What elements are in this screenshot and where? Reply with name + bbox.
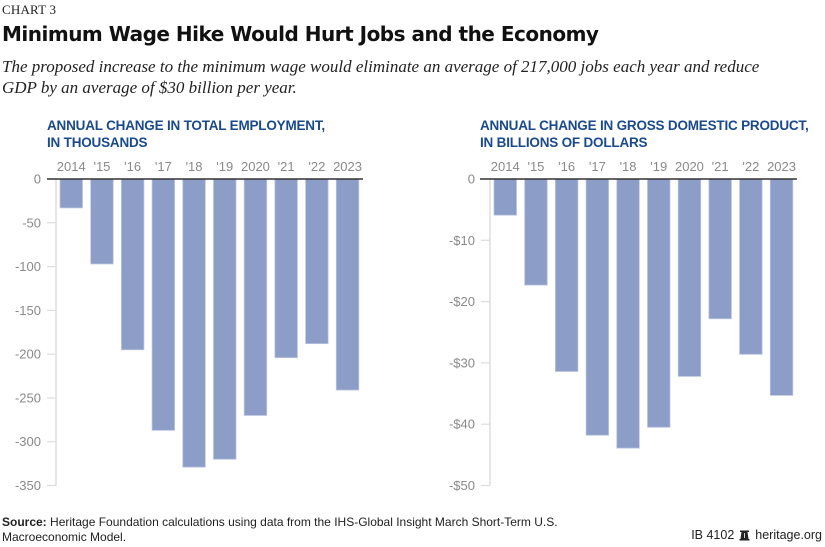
gdp-bar-2014 (493, 178, 517, 216)
source-note: Source: Heritage Foundation calculations… (2, 515, 602, 545)
source-label: Source: (2, 515, 47, 529)
gdp-y-tick-label: -$40 (449, 417, 475, 432)
employment-bar-22 (305, 178, 329, 345)
employment-x-tick-label: '18 (186, 159, 203, 174)
employment-x-tick-label: '17 (155, 159, 172, 174)
gdp-y-tick-label: -$30 (449, 355, 475, 370)
employment-y-tick-label: -50 (22, 215, 41, 230)
gdp-x-tick-label: '21 (712, 159, 729, 174)
employment-x-tick-label: '22 (308, 159, 325, 174)
source-text: Heritage Foundation calculations using d… (2, 515, 558, 544)
gdp-x-tick-label: 2014 (491, 159, 520, 174)
chart-label: CHART 3 (2, 2, 57, 17)
gdp-bar-21 (708, 178, 732, 320)
gdp-bar-2023 (769, 178, 794, 396)
gdp-x-tick-label: 2020 (675, 159, 704, 174)
employment-bar-18 (182, 178, 206, 468)
employment-x-tick-label: '15 (93, 159, 110, 174)
employment-x-tick-label: 2020 (241, 159, 270, 174)
employment-title-line-2: IN THOUSANDS (47, 135, 148, 150)
gdp-bar-16 (555, 178, 579, 372)
gdp-bar-22 (739, 178, 763, 355)
employment-y-tick-label: -250 (15, 390, 41, 405)
gdp-title-line-1: ANNUAL CHANGE IN GROSS DOMESTIC PRODUCT, (480, 118, 809, 133)
employment-x-tick-label: 2023 (333, 159, 362, 174)
employment-bar-17 (151, 178, 176, 431)
footer-branding: IB 4102 heritage.org (691, 528, 822, 542)
report-id: IB 4102 (691, 528, 735, 542)
employment-y-tick-label: 0 (34, 172, 41, 187)
employment-bar-15 (90, 178, 114, 265)
employment-y-tick-label: -150 (15, 303, 41, 318)
gdp-bar-15 (524, 178, 548, 286)
employment-bar-2020 (243, 178, 268, 416)
gdp-bar-19 (647, 178, 671, 428)
employment-bar-21 (274, 178, 298, 359)
employment-panel-title: ANNUAL CHANGE IN TOTAL EMPLOYMENT, IN TH… (47, 117, 377, 151)
gdp-x-tick-label: '17 (589, 159, 606, 174)
gdp-y-tick-label: -$20 (449, 294, 475, 309)
gdp-panel-title: ANNUAL CHANGE IN GROSS DOMESTIC PRODUCT,… (480, 117, 820, 151)
employment-y-tick-label: -350 (15, 478, 41, 493)
gdp-x-tick-label: '19 (650, 159, 667, 174)
chart-subtitle: The proposed increase to the minimum wag… (2, 57, 760, 97)
employment-bar-19 (213, 178, 237, 460)
liberty-bell-icon (739, 530, 750, 540)
employment-y-tick-label: -300 (15, 434, 41, 449)
gdp-x-tick-label: '18 (620, 159, 637, 174)
employment-bar-2014 (59, 178, 83, 209)
gdp-bar-18 (616, 178, 640, 449)
site-link[interactable]: heritage.org (755, 528, 822, 542)
gdp-title-line-2: IN BILLIONS OF DOLLARS (480, 135, 648, 150)
employment-bar-2023 (335, 178, 360, 391)
gdp-y-tick-label: -$50 (449, 478, 475, 493)
employment-bar-16 (121, 178, 145, 351)
employment-title-line-1: ANNUAL CHANGE IN TOTAL EMPLOYMENT, (47, 118, 325, 133)
chart-title: Minimum Wage Hike Would Hurt Jobs and th… (2, 22, 599, 46)
gdp-bar-2020 (677, 178, 702, 377)
gdp-y-tick-label: 0 (468, 172, 475, 187)
employment-x-tick-label: '16 (124, 159, 141, 174)
employment-y-tick-label: -100 (15, 259, 41, 274)
gdp-x-tick-label: 2023 (767, 159, 796, 174)
employment-x-tick-label: '19 (216, 159, 233, 174)
employment-x-tick-label: 2014 (57, 159, 86, 174)
gdp-y-tick-label: -$10 (449, 233, 475, 248)
employment-y-tick-label: -200 (15, 347, 41, 362)
gdp-x-tick-label: '16 (558, 159, 575, 174)
gdp-x-tick-label: '15 (527, 159, 544, 174)
gdp-bar-17 (585, 178, 609, 436)
employment-x-tick-label: '21 (278, 159, 295, 174)
gdp-x-tick-label: '22 (742, 159, 759, 174)
